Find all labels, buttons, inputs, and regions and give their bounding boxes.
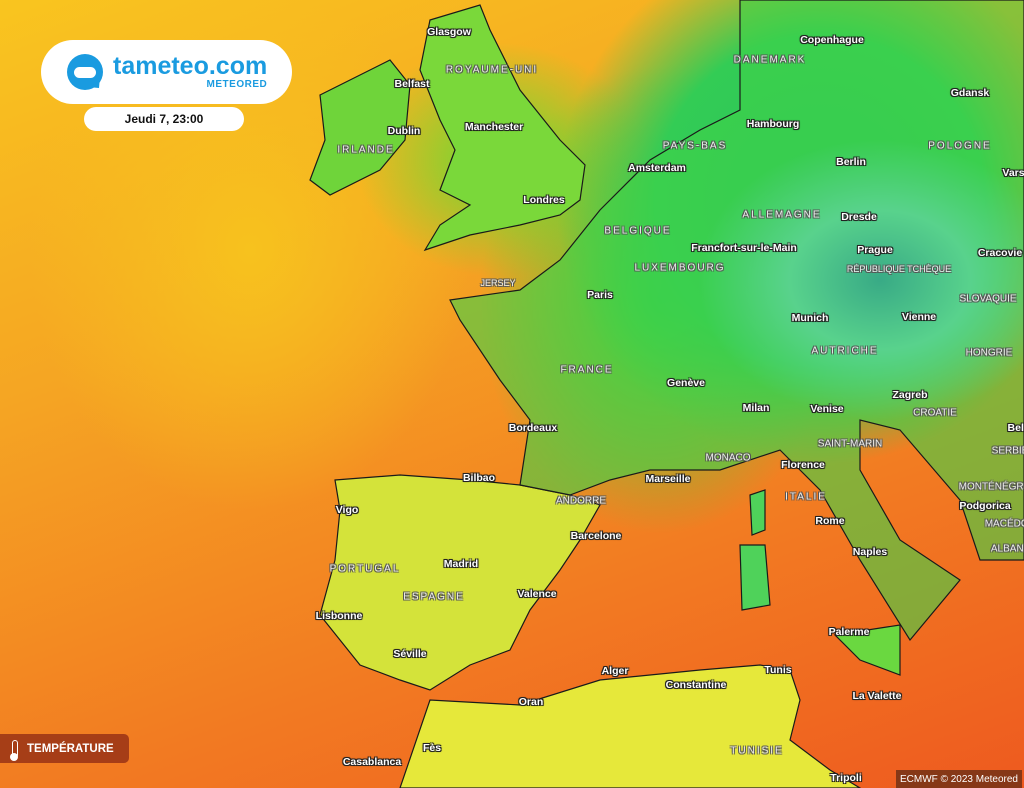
city-label: Dublin [387,125,421,137]
city-label: Oran [518,696,544,708]
forecast-datetime: Jeudi 7, 23:00 [84,107,244,131]
city-label: Rome [815,515,845,527]
city-label: Belfast [394,78,430,90]
city-label: Vienne [901,311,937,323]
city-label: Bordeaux [508,422,558,434]
country-label: PAYS-BAS [662,140,728,152]
city-label: Florence [781,459,825,471]
city-label: Genève [667,377,705,389]
country-label: ALLEMAGNE [742,209,822,221]
country-label: RÉPUBLIQUE TCHÈQUE [846,264,952,274]
country-label: CROATIE [913,407,957,419]
land-continent [449,0,1024,642]
country-label: ROYAUME-UNI [445,64,539,76]
country-label: SLOVAQUIE [959,293,1017,305]
city-label: Palerme [828,626,870,638]
country-label: DANEMARK [733,54,807,66]
brand-name: tameteo.com [113,52,268,80]
country-label: MACÉDOINE [984,518,1024,530]
city-label: Alger [601,665,629,677]
land-great-britain [419,4,586,252]
country-label: ESPAGNE [403,591,465,603]
layer-button-temperature[interactable]: TEMPÉRATURE [0,734,129,763]
city-label: Berlin [836,156,866,168]
land-north-africa [399,664,862,788]
city-label: Venise [810,403,844,415]
city-label: Marseille [645,473,691,485]
city-label: Munich [791,312,829,324]
land-iberia [319,474,601,691]
layer-label: TEMPÉRATURE [27,742,114,755]
city-label: Varsovie [1002,167,1024,179]
country-label: AUTRICHE [811,345,879,357]
city-label: Constantine [665,679,727,691]
city-label: Bilbao [462,472,496,484]
city-label: Tunis [764,664,792,676]
country-label: SERBIE [991,445,1024,457]
city-label: Manchester [464,121,524,133]
city-label: Amsterdam [628,162,686,174]
city-label: Francfort-sur-le-Main [691,242,797,254]
city-label: Casablanca [342,756,402,768]
country-label: PORTUGAL [329,563,401,575]
land-sicily [833,624,901,676]
land-ireland [309,59,411,196]
brand-sub: METEORED [206,79,268,90]
country-label: JERSEY [480,278,516,288]
city-label: Vigo [335,504,359,516]
city-label: Valence [517,588,557,600]
city-label: Glasgow [427,26,471,38]
city-label: Séville [393,648,427,660]
city-label: Barcelone [570,530,622,542]
city-label: Fès [422,742,442,754]
city-label: La Valette [852,690,902,702]
city-label: Belgrade [1007,422,1024,434]
country-label: TUNISIE [730,745,784,757]
land-corsica-sardinia [739,489,771,611]
city-label: Cracovie [977,247,1023,259]
country-label: ANDORRE [555,495,607,507]
country-label: SAINT-MARIN [817,438,883,450]
brand-logo[interactable]: tameteo.com METEORED [41,40,292,104]
city-label: Gdansk [950,87,990,99]
country-label: IRLANDE [337,144,395,156]
country-label: HONGRIE [965,347,1013,359]
city-label: Lisbonne [315,610,363,622]
map-credit: ECMWF © 2023 Meteored [896,770,1022,788]
country-label: MONACO [705,452,751,464]
city-label: Copenhague [800,34,864,46]
city-label: Madrid [443,558,479,570]
city-label: Naples [852,546,888,558]
country-label: LUXEMBOURG [634,262,726,274]
country-label: FRANCE [560,364,614,376]
country-label: MONTÉNÉGRO [958,481,1024,493]
country-label: POLOGNE [928,140,992,152]
country-label: BELGIQUE [604,225,672,237]
city-label: Zagreb [892,389,928,401]
thermometer-icon [10,739,18,761]
city-label: Milan [742,402,770,414]
city-label: Dresde [841,211,877,223]
city-label: Paris [587,289,613,301]
city-label: Londres [523,194,565,206]
city-label: Tripoli [830,772,862,784]
city-label: Podgorica [959,500,1011,512]
city-label: Prague [857,244,893,256]
cloud-sun-icon [67,54,103,90]
country-label: ALBANIE [990,543,1024,555]
city-label: Hambourg [746,118,800,130]
country-label: ITALIE [785,491,827,503]
